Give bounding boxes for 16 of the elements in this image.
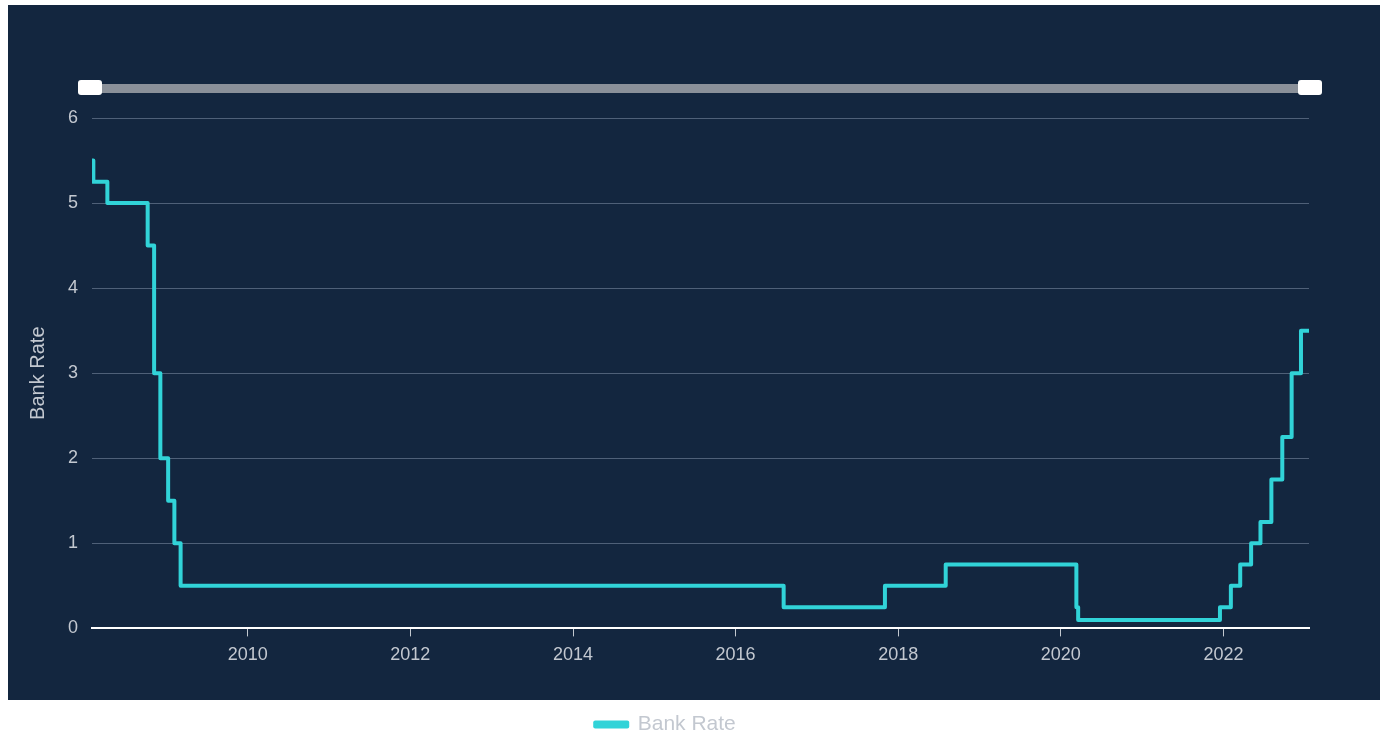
x-tick-label: 2022 — [1203, 644, 1244, 665]
x-tick-label: 2010 — [227, 644, 268, 665]
y-tick-label: 5 — [68, 192, 79, 213]
y-tick-label: 3 — [68, 362, 79, 383]
legend-label: Bank Rate — [637, 711, 736, 735]
x-tick-label: 2014 — [553, 644, 594, 665]
y-tick-label: 6 — [68, 106, 79, 127]
y-tick-label: 4 — [68, 277, 79, 298]
y-tick-label: 0 — [68, 617, 79, 638]
x-tick-label: 2020 — [1040, 644, 1081, 665]
y-tick-label: 1 — [68, 532, 79, 553]
x-tick-label: 2016 — [715, 644, 756, 665]
y-tick-label: 2 — [68, 447, 79, 468]
x-tick-label: 2018 — [878, 644, 919, 665]
x-tick-label: 2012 — [390, 644, 431, 665]
y-axis-title: Bank Rate — [25, 326, 48, 420]
